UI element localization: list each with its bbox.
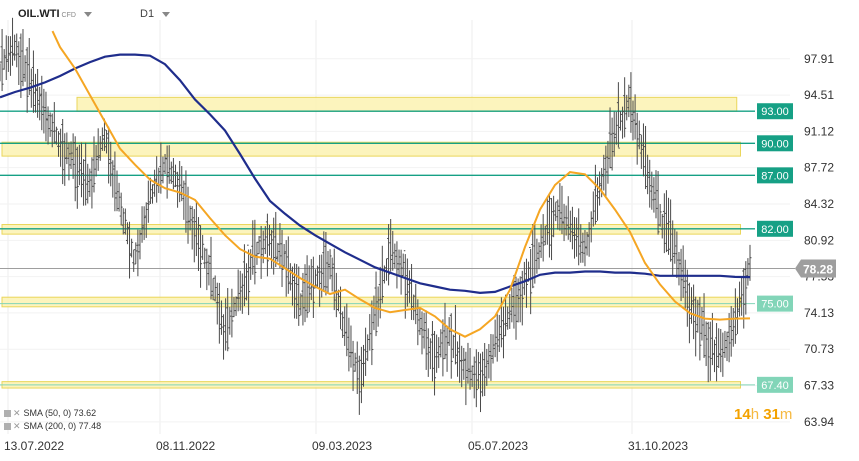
y-tick-label: 91.12 — [804, 124, 834, 138]
y-tick-label: 84.32 — [804, 197, 834, 211]
price-zone — [76, 96, 738, 112]
x-tick-label: 13.07.2022 — [4, 439, 64, 453]
timer-minutes: 31 — [763, 406, 780, 423]
level-labels: 93.00 90.00 87.00 82.00 75.00 67.40 78.28 — [757, 103, 836, 393]
x-tick-label: 09.03.2023 — [312, 439, 372, 453]
symbol-type: CFD — [61, 12, 76, 19]
y-tick-label: 94.51 — [804, 88, 834, 102]
level-label-badge — [757, 295, 793, 312]
moving-averages — [0, 30, 751, 338]
y-tick-label: 97.91 — [804, 52, 834, 66]
level-label-text: 67.40 — [761, 380, 789, 392]
chevron-down-icon — [162, 11, 171, 17]
close-icon[interactable]: ✕ — [13, 408, 21, 418]
level-label-badge — [757, 135, 793, 152]
y-axis: 97.9194.5191.1287.7284.3280.9277.5374.13… — [804, 52, 834, 429]
x-tick-label: 08.11.2022 — [156, 439, 215, 453]
y-tick-label: 87.72 — [804, 161, 834, 175]
timer-minutes-unit: m — [779, 406, 793, 423]
level-label-text: 82.00 — [761, 224, 789, 236]
level-label-badge — [757, 103, 793, 120]
level-label-text: 93.00 — [761, 106, 789, 118]
level-label-text: 90.00 — [761, 138, 789, 150]
level-label-badge — [757, 376, 793, 393]
indicator-sma50[interactable]: ✕ SMA (50, 0) 73.62 — [4, 408, 96, 419]
y-tick-label: 67.33 — [804, 379, 834, 393]
indicator-label: SMA (200, 0) 77.48 — [23, 421, 102, 431]
y-tick-label: 70.73 — [804, 342, 834, 356]
support-resistance-zones — [1, 96, 741, 389]
timer-hours: 14 — [734, 406, 751, 423]
level-label-text: 87.00 — [761, 170, 789, 182]
price-zone — [1, 141, 741, 157]
level-label-text: 75.00 — [761, 299, 789, 311]
indicator-settings-icon[interactable] — [4, 410, 11, 418]
current-price-text: 78.28 — [803, 263, 833, 277]
sma50-line — [51, 30, 751, 338]
x-axis: 13.07.2022 08.11.2022 09.03.2023 05.07.2023… — [4, 439, 688, 453]
current-price-badge — [795, 259, 836, 278]
indicator-label: SMA (50, 0) 73.62 — [23, 408, 97, 418]
price-bars — [0, 17, 752, 415]
sma200-line — [0, 53, 751, 295]
symbol-name: OIL.WTI — [18, 8, 60, 20]
y-tick-label: 80.92 — [804, 233, 834, 247]
timer-hours-unit: h — [750, 406, 760, 423]
indicator-settings-icon[interactable] — [4, 423, 11, 431]
timeframe-selector[interactable]: D1 — [140, 8, 171, 20]
x-tick-label: 05.07.2023 — [468, 439, 528, 453]
candle-countdown: 14h 31m — [734, 406, 792, 423]
level-label-badge — [757, 220, 793, 237]
symbol-selector[interactable]: OIL.WTI CFD — [18, 8, 92, 20]
level-label-badge — [757, 167, 793, 184]
indicator-sma200[interactable]: ✕ SMA (200, 0) 77.48 — [4, 421, 101, 432]
y-tick-label: 74.13 — [804, 306, 834, 320]
y-tick-label: 63.94 — [804, 415, 834, 429]
chevron-down-icon — [83, 11, 92, 17]
close-icon[interactable]: ✕ — [13, 421, 21, 431]
timeframe-label: D1 — [140, 8, 155, 20]
x-tick-label: 31.10.2023 — [628, 439, 688, 453]
